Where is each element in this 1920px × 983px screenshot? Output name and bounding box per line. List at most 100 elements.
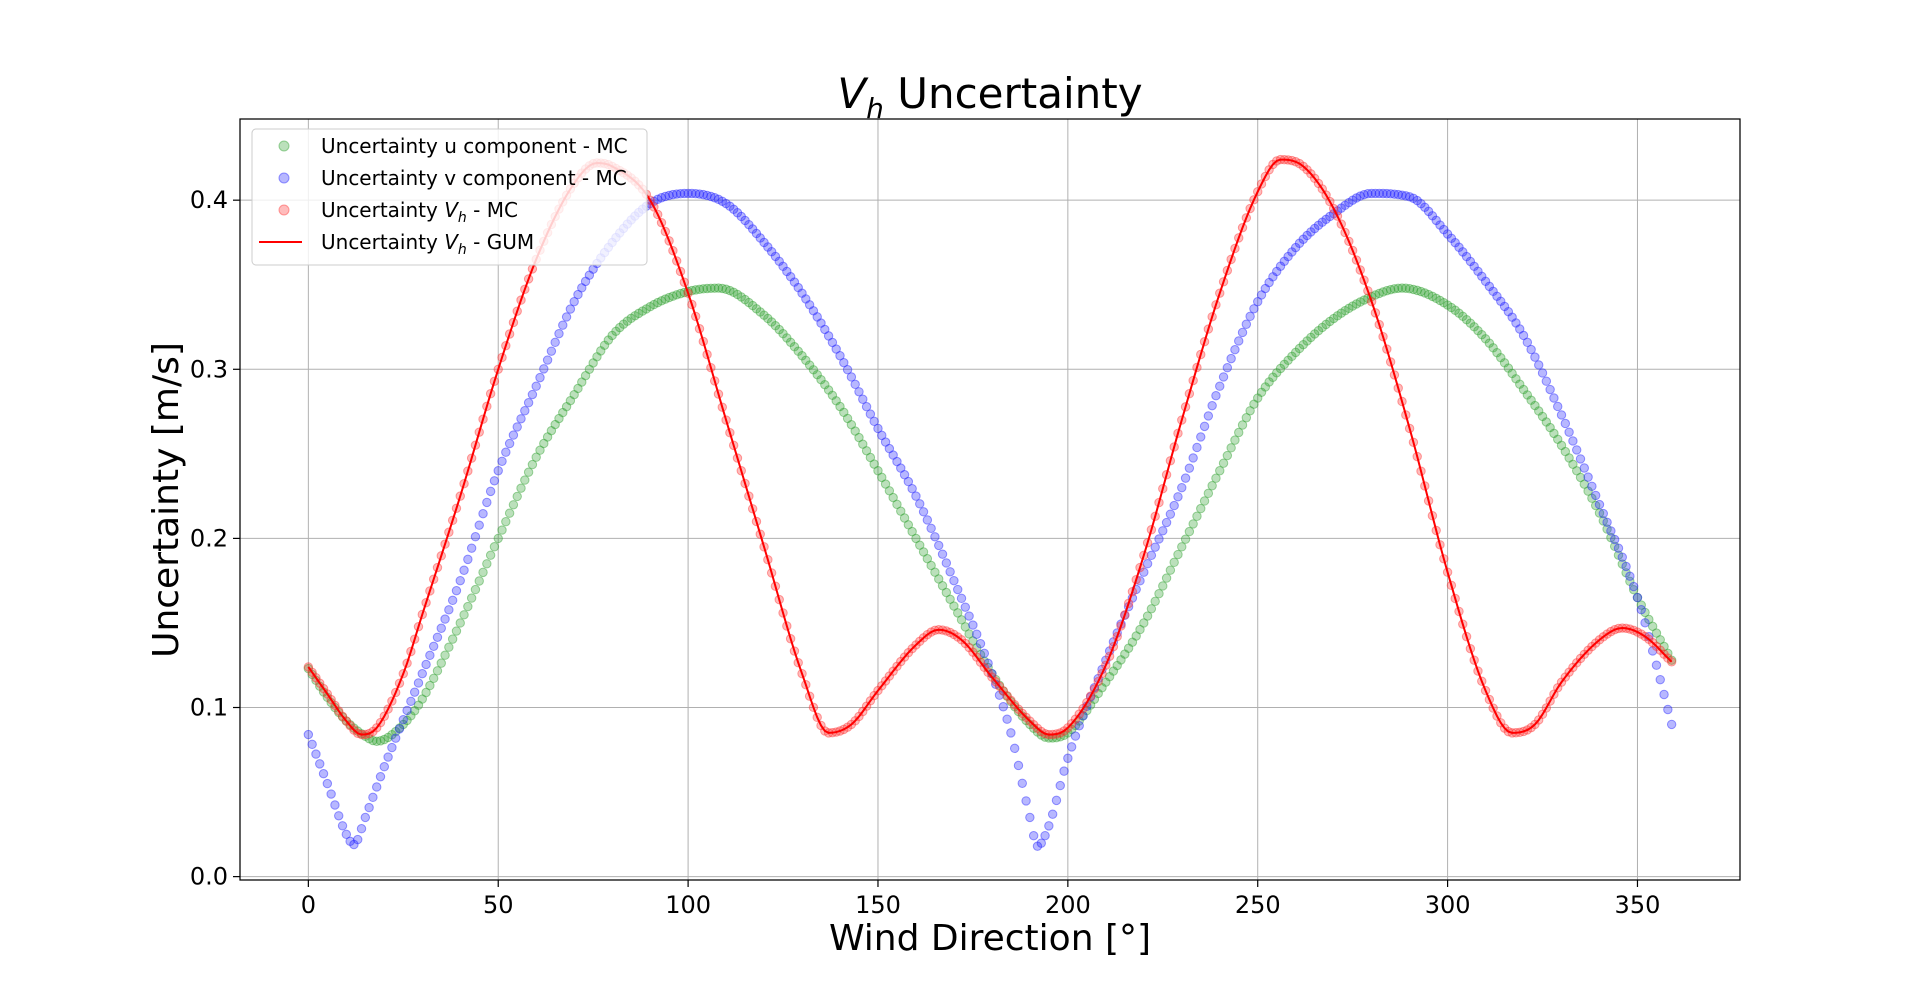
- y-tick-label: 0.2: [190, 524, 228, 552]
- scatter-point: [1222, 450, 1233, 461]
- scatter-point: [763, 313, 773, 324]
- scatter-point: [1234, 427, 1244, 438]
- scatter-point: [1074, 721, 1084, 731]
- scatter-point: [622, 316, 633, 326]
- scatter-point: [759, 310, 769, 320]
- scatter-point: [527, 459, 538, 470]
- scatter-point: [1659, 641, 1669, 652]
- scatter-point: [1173, 492, 1183, 502]
- scatter-point: [751, 304, 762, 314]
- scatter-point: [436, 623, 446, 633]
- scatter-point: [888, 492, 898, 503]
- scatter-point: [535, 372, 545, 383]
- scatter-point: [1226, 443, 1236, 453]
- scatter-point: [466, 543, 477, 553]
- scatter-point: [896, 506, 906, 516]
- scatter-point: [630, 311, 640, 321]
- scatter-point: [1298, 234, 1308, 244]
- scatter-point: [1522, 337, 1533, 348]
- scatter-point: [801, 294, 811, 304]
- scatter-point: [425, 680, 435, 691]
- scatter-point: [1549, 428, 1559, 439]
- scatter-point: [877, 472, 887, 483]
- scatter-point: [1009, 701, 1020, 712]
- scatter-point: [440, 650, 450, 660]
- scatter-point: [1313, 325, 1324, 336]
- scatter-point: [1655, 635, 1665, 645]
- scatter-point: [542, 432, 553, 442]
- scatter-point: [1253, 296, 1263, 307]
- scatter-point: [778, 329, 788, 339]
- scatter-point: [1196, 432, 1206, 442]
- scatter-point: [1534, 360, 1544, 370]
- scatter-point: [1291, 347, 1301, 358]
- scatter-point: [1575, 454, 1586, 464]
- scatter-point: [975, 649, 986, 660]
- scatter-point: [413, 678, 424, 688]
- scatter-point: [1541, 376, 1552, 386]
- scatter-point: [1465, 318, 1476, 328]
- scatter-point: [858, 394, 868, 404]
- scatter-point: [318, 768, 329, 779]
- legend-label: Uncertainty u component - MC: [321, 134, 628, 158]
- scatter-point: [785, 272, 796, 282]
- scatter-point: [937, 581, 948, 591]
- scatter-point: [755, 307, 765, 317]
- scatter-point: [1215, 466, 1225, 476]
- scatter-point: [432, 666, 443, 676]
- scatter-point: [1382, 188, 1392, 199]
- scatter-point: [1059, 766, 1069, 776]
- scatter-point: [1560, 418, 1571, 429]
- scatter-point: [842, 365, 853, 375]
- scatter-point: [930, 532, 940, 542]
- scatter-point: [892, 499, 902, 510]
- scatter-point: [421, 687, 431, 698]
- scatter-point: [1583, 472, 1593, 482]
- scatter-point: [512, 491, 522, 502]
- y-tick-label: 0.4: [190, 186, 228, 214]
- scatter-point: [368, 735, 378, 746]
- scatter-point: [1222, 363, 1233, 373]
- scatter-point: [1230, 435, 1240, 445]
- scatter-point: [808, 306, 819, 316]
- scatter-point: [949, 601, 959, 611]
- scatter-point: [1423, 206, 1434, 217]
- scatter-point: [1431, 293, 1441, 304]
- scatter-point: [1363, 189, 1373, 199]
- scatter-point: [1621, 568, 1631, 578]
- scatter-point: [744, 219, 754, 230]
- scatter-point: [311, 749, 321, 759]
- legend-marker: [278, 140, 290, 152]
- scatter-point: [1579, 479, 1590, 489]
- scatter-point: [972, 629, 982, 639]
- x-tick-label: 350: [1615, 891, 1661, 919]
- scatter-point: [888, 450, 898, 460]
- scatter-point: [683, 188, 693, 199]
- scatter-point: [861, 446, 872, 456]
- scatter-point: [691, 285, 701, 295]
- scatter-point: [611, 326, 621, 336]
- scatter-point: [634, 308, 644, 319]
- scatter-point: [820, 380, 830, 390]
- scatter-point: [698, 284, 708, 294]
- scatter-point: [349, 723, 359, 733]
- scatter-point: [1404, 284, 1415, 294]
- scatter-point: [1355, 191, 1365, 201]
- scatter-point: [1583, 486, 1593, 496]
- scatter-point: [1344, 303, 1354, 314]
- scatter-point: [903, 476, 914, 487]
- scatter-point: [1150, 596, 1160, 607]
- scatter-point: [1161, 573, 1172, 583]
- scatter-point: [725, 285, 735, 296]
- scatter-point: [1226, 353, 1236, 364]
- scatter-point: [539, 364, 549, 374]
- scatter-point: [1393, 189, 1403, 200]
- scatter-point: [645, 302, 655, 312]
- legend-label: Uncertainty Vh - MC: [321, 198, 518, 226]
- scatter-point: [565, 304, 576, 314]
- scatter-point: [956, 593, 967, 604]
- scatter-point: [615, 322, 625, 333]
- scatter-point: [747, 300, 758, 311]
- x-tick-label: 100: [665, 891, 711, 919]
- scatter-point: [1458, 247, 1468, 257]
